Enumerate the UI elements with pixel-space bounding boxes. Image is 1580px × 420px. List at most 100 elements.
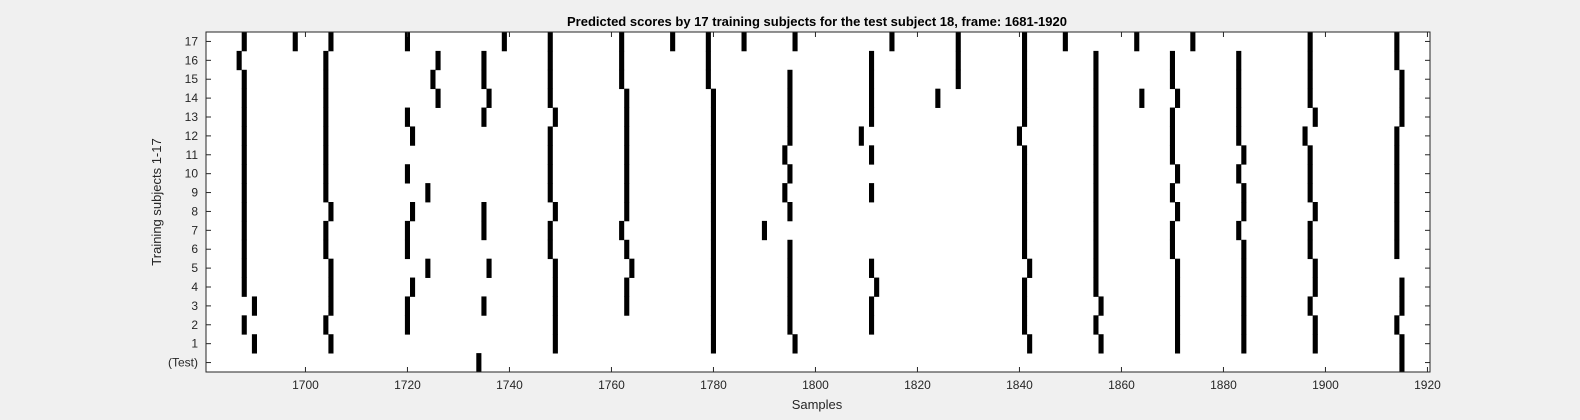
- mark-row-4-sample-7: [874, 277, 880, 297]
- mark-row-3-sample-8: [869, 296, 875, 316]
- mark-row-13-sample-5: [624, 107, 630, 127]
- mark-row-0-sample-1: [1399, 353, 1405, 373]
- mark-row-12-sample-12: [1302, 126, 1308, 146]
- mark-row-5-sample-6: [710, 258, 716, 278]
- mark-row-7-sample-0: [241, 220, 247, 241]
- mark-row-10-sample-10: [1236, 164, 1242, 184]
- mark-row-5-sample-8: [869, 258, 875, 278]
- mark-row-16-sample-8: [955, 50, 961, 71]
- y-tick-label-7: 7: [191, 223, 198, 237]
- mark-row-17-sample-14: [1062, 32, 1068, 52]
- mark-row-1-sample-9: [1312, 334, 1318, 354]
- mark-row-12-sample-9: [1093, 126, 1099, 146]
- mark-row-6-sample-2: [404, 239, 410, 260]
- mark-row-2-sample-12: [1394, 315, 1400, 335]
- mark-row-17-sample-3: [404, 32, 410, 52]
- mark-row-16-sample-2: [435, 50, 441, 71]
- mark-row-14-sample-8: [869, 88, 875, 108]
- mark-row-8-sample-4: [552, 202, 558, 222]
- mark-row-1-sample-8: [1241, 334, 1247, 354]
- mark-row-11-sample-9: [1169, 145, 1175, 165]
- mark-row-6-sample-4: [624, 239, 630, 260]
- mark-row-13-sample-3: [481, 107, 487, 127]
- y-tick-label-10: 10: [185, 167, 199, 181]
- mark-row-14-sample-7: [787, 88, 793, 108]
- mark-row-8-sample-1: [328, 202, 334, 222]
- mark-row-5-sample-10: [1093, 258, 1099, 278]
- mark-row-9-sample-5: [710, 183, 716, 203]
- mark-row-3-sample-13: [1307, 296, 1313, 316]
- mark-row-17-sample-0: [241, 32, 247, 52]
- mark-row-17-sample-5: [547, 32, 553, 52]
- mark-row-9-sample-9: [1093, 183, 1099, 203]
- mark-row-7-sample-6: [710, 220, 716, 241]
- mark-row-2-sample-5: [787, 315, 793, 335]
- mark-row-12-sample-2: [410, 126, 416, 146]
- mark-row-17-sample-17: [1307, 32, 1313, 52]
- x-tick-label-5: 1800: [802, 378, 829, 392]
- mark-row-5-sample-9: [1027, 258, 1033, 278]
- mark-row-2-sample-7: [1022, 315, 1028, 335]
- mark-row-13-sample-10: [1093, 107, 1099, 127]
- mark-row-11-sample-4: [710, 145, 716, 165]
- x-tick-label-7: 1840: [1006, 378, 1033, 392]
- mark-row-6-sample-6: [787, 239, 793, 260]
- mark-row-6-sample-12: [1394, 239, 1400, 260]
- mark-row-10-sample-1: [323, 164, 329, 184]
- mark-row-3-sample-2: [404, 296, 410, 316]
- x-tick-label-11: 1920: [1414, 378, 1441, 392]
- mark-row-11-sample-11: [1307, 145, 1313, 165]
- mark-row-6-sample-5: [710, 239, 716, 260]
- mark-row-15-sample-6: [705, 69, 711, 90]
- mark-row-9-sample-8: [1022, 183, 1028, 203]
- mark-row-14-sample-11: [1093, 88, 1099, 108]
- mark-row-17-sample-8: [705, 32, 711, 52]
- mark-row-5-sample-0: [241, 258, 247, 278]
- mark-row-16-sample-14: [1394, 50, 1400, 71]
- mark-row-10-sample-8: [1093, 164, 1099, 184]
- mark-row-4-sample-3: [552, 277, 558, 297]
- mark-row-16-sample-6: [705, 50, 711, 71]
- mark-row-7-sample-8: [1022, 220, 1028, 241]
- mark-row-6-sample-3: [547, 239, 553, 260]
- mark-row-2-sample-10: [1241, 315, 1247, 335]
- mark-row-11-sample-1: [323, 145, 329, 165]
- mark-row-12-sample-3: [547, 126, 553, 146]
- mark-row-1-sample-0: [251, 334, 257, 354]
- mark-row-8-sample-9: [1093, 202, 1099, 222]
- mark-row-7-sample-1: [323, 220, 329, 241]
- mark-row-3-sample-3: [481, 296, 487, 316]
- mark-row-4-sample-4: [624, 277, 630, 297]
- mark-row-17-sample-2: [328, 32, 334, 52]
- mark-row-2-sample-11: [1312, 315, 1318, 335]
- y-tick-label-15: 15: [185, 72, 199, 86]
- mark-row-16-sample-13: [1307, 50, 1313, 71]
- mark-row-12-sample-0: [241, 126, 247, 146]
- mark-row-15-sample-15: [1399, 69, 1405, 90]
- mark-row-15-sample-9: [955, 69, 961, 90]
- mark-row-17-sample-16: [1190, 32, 1196, 52]
- mark-row-14-sample-1: [323, 88, 329, 108]
- x-axis-label: Samples: [792, 397, 843, 412]
- mark-row-13-sample-9: [1022, 107, 1028, 127]
- mark-row-3-sample-1: [328, 296, 334, 316]
- mark-row-15-sample-11: [1093, 69, 1099, 90]
- mark-row-15-sample-2: [430, 69, 436, 90]
- mark-row-16-sample-9: [1022, 50, 1028, 71]
- mark-row-10-sample-5: [710, 164, 716, 184]
- mark-row-16-sample-1: [323, 50, 329, 71]
- y-tick-label-12: 12: [185, 129, 199, 143]
- mark-row-12-sample-13: [1394, 126, 1400, 146]
- y-tick-label-2: 2: [191, 318, 198, 332]
- mark-row-13-sample-11: [1169, 107, 1175, 127]
- mark-row-12-sample-1: [323, 126, 329, 146]
- y-tick-label-0: (Test): [168, 356, 198, 370]
- y-tick-label-6: 6: [191, 242, 198, 256]
- mark-row-4-sample-5: [710, 277, 716, 297]
- mark-row-3-sample-10: [1098, 296, 1104, 316]
- mark-row-11-sample-5: [782, 145, 788, 165]
- mark-row-10-sample-7: [1022, 164, 1028, 184]
- mark-row-4-sample-0: [241, 277, 247, 297]
- mark-row-9-sample-11: [1241, 183, 1247, 203]
